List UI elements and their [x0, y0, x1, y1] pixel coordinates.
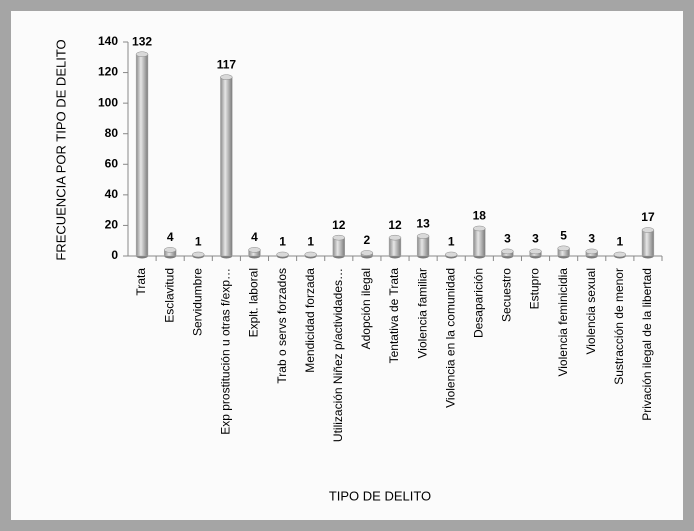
- value-label: 1: [307, 235, 314, 249]
- value-label: 3: [588, 232, 595, 246]
- x-tick-label: Violencia familiar: [415, 268, 429, 359]
- x-tick-label: Violencia feminicidia: [556, 268, 570, 377]
- x-tick-label: Violencia en la comunidad: [443, 268, 457, 408]
- bar-cap: [360, 250, 374, 256]
- y-tick-label: 140: [98, 34, 118, 48]
- value-label: 3: [504, 232, 511, 246]
- x-tick-label: Esclavitud: [162, 268, 176, 323]
- y-tick-label: 120: [98, 65, 118, 79]
- bar-cap: [585, 248, 598, 255]
- y-tick-label: 0: [111, 248, 118, 262]
- x-tick-label: Servidumbre: [190, 268, 204, 336]
- bar-cap: [445, 251, 458, 258]
- bar-cap: [501, 248, 514, 255]
- x-axis-label: TIPO DE DELITO: [329, 488, 431, 503]
- value-label: 17: [641, 210, 655, 224]
- bar-cap: [641, 227, 655, 233]
- bar: [220, 76, 233, 257]
- value-label: 12: [332, 218, 346, 232]
- bar: [641, 229, 655, 257]
- bar: [135, 53, 149, 257]
- bar: [473, 228, 486, 257]
- y-tick-label: 60: [105, 156, 119, 170]
- bar-cap: [613, 251, 626, 258]
- bar-cap: [304, 251, 317, 258]
- x-tick-label: Adopción ilegal: [359, 268, 373, 349]
- x-tick-label: Explt. laboral: [247, 268, 261, 337]
- bar: [332, 237, 345, 257]
- value-label: 13: [416, 216, 430, 230]
- x-tick-label: Exp prostitución u otras f/exp…: [219, 268, 233, 435]
- value-label: 18: [473, 209, 487, 223]
- x-tick-label: Secuestro: [500, 268, 514, 322]
- y-tick-label: 40: [105, 187, 119, 201]
- bar-cap: [557, 245, 570, 252]
- y-axis-label: FRECUENCIA POR TIPO DE DELITO: [53, 39, 68, 260]
- value-label: 3: [532, 232, 539, 246]
- x-tick-label: Tentativa de Trata: [387, 268, 401, 364]
- bar-cap: [220, 74, 233, 80]
- x-tick-label: Trata: [134, 268, 148, 296]
- value-label: 1: [448, 235, 455, 249]
- value-label: 132: [132, 34, 152, 48]
- x-tick-label: Sustracción de menor: [612, 268, 626, 385]
- x-tick-label: Utilización Niñez p/actividades…: [331, 268, 345, 442]
- x-tick-label: Mendicidad forzada: [303, 268, 317, 373]
- bar: [416, 235, 430, 257]
- y-tick-label: 20: [105, 218, 119, 232]
- bar-cap: [416, 233, 430, 239]
- bar-cap: [388, 234, 402, 241]
- value-label: 4: [251, 230, 258, 244]
- bar-cap: [529, 248, 542, 255]
- x-tick-label: Violencia sexual: [584, 268, 598, 355]
- bar-cap: [248, 247, 261, 253]
- x-tick-label: Estupro: [528, 268, 542, 310]
- value-label: 12: [388, 218, 402, 232]
- value-label: 1: [616, 235, 623, 249]
- bar-cap: [135, 51, 149, 57]
- bar-cap: [276, 251, 289, 258]
- x-tick-label: Trab o servs forzados: [275, 268, 289, 384]
- bar-cap: [332, 234, 345, 241]
- value-label: 1: [195, 235, 202, 249]
- bar-cap: [192, 251, 205, 258]
- bar-cap: [164, 247, 177, 253]
- x-tick-label: Desaparición: [471, 268, 485, 338]
- panel: [11, 11, 683, 520]
- value-label: 117: [217, 57, 237, 71]
- y-tick-label: 100: [98, 95, 118, 109]
- bar-cap: [473, 225, 486, 232]
- value-label: 5: [560, 229, 567, 243]
- x-tick-label: Privación ilegal de la libertad: [640, 268, 654, 421]
- value-label: 4: [167, 230, 174, 244]
- value-label: 1: [279, 235, 286, 249]
- bar: [388, 237, 402, 257]
- value-label: 2: [364, 233, 371, 247]
- y-tick-label: 80: [105, 126, 119, 140]
